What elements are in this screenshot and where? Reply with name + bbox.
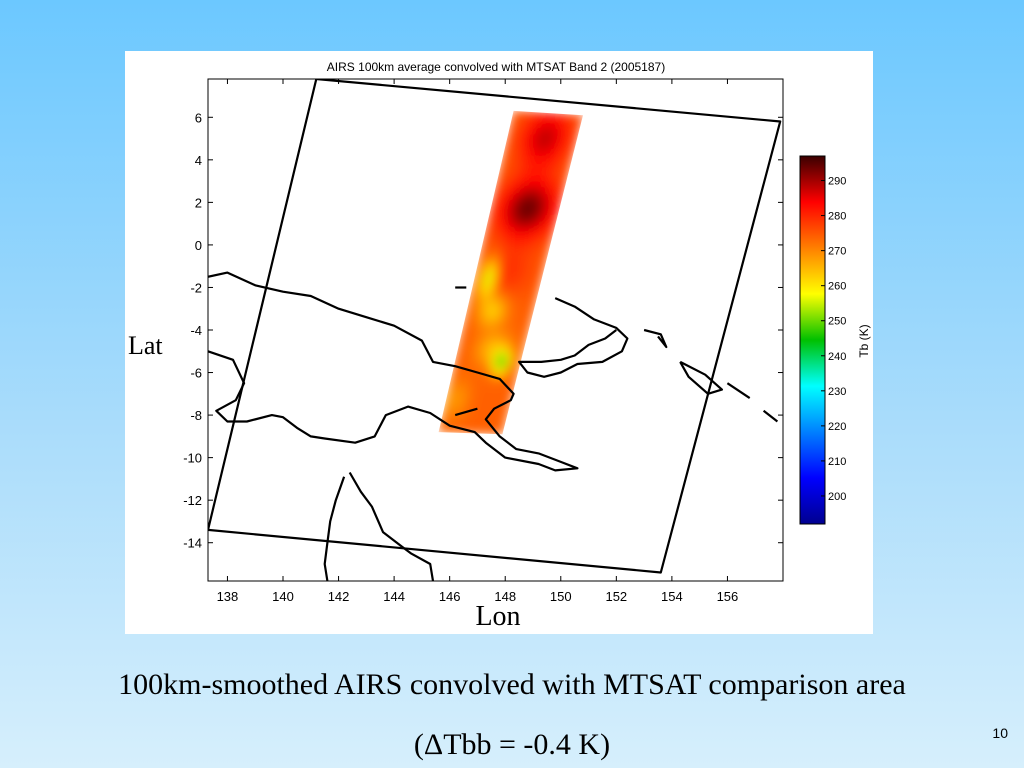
coastline [518, 297, 629, 378]
x-tick-label: 142 [328, 589, 350, 604]
swath-cell [496, 426, 505, 435]
y-tick-label: -12 [183, 493, 202, 508]
coastline [348, 471, 435, 581]
y-tick-label: 6 [195, 110, 202, 125]
colorbar-tick-label: 250 [828, 316, 846, 328]
y-tick-label: 2 [195, 195, 202, 210]
y-tick-label: -2 [190, 280, 202, 295]
coastline [323, 476, 346, 581]
slide-caption: 100km-smoothed AIRS convolved with MTSAT… [118, 668, 906, 701]
colorbar-tick-label: 200 [828, 491, 846, 503]
x-tick-label: 138 [217, 589, 239, 604]
x-tick-label: 156 [717, 589, 739, 604]
y-tick-label: -10 [183, 451, 202, 466]
x-tick-label: 150 [550, 589, 572, 604]
x-tick-label: 148 [494, 589, 516, 604]
colorbar-tick-label: 220 [828, 421, 846, 433]
page-number: 10 [992, 725, 1008, 741]
coastline [208, 271, 579, 472]
heatmap-figure: AIRS 100km average convolved with MTSAT … [128, 60, 871, 632]
coastline [762, 409, 779, 423]
coastline [679, 360, 724, 395]
y-tick-label: -8 [190, 408, 202, 423]
x-tick-label: 144 [383, 589, 405, 604]
colorbar-tick-label: 290 [828, 176, 846, 188]
y-tick-label: 0 [195, 238, 202, 253]
chart-title: AIRS 100km average convolved with MTSAT … [327, 60, 665, 74]
comparison-area-frame [208, 79, 782, 574]
coastline [726, 382, 751, 400]
tb-swath [438, 110, 583, 435]
colorbar-tick-label: 280 [828, 211, 846, 223]
colorbar-label: Tb (K) [857, 324, 871, 357]
colorbar-tick-label: 270 [828, 246, 846, 258]
x-tick-label: 152 [605, 589, 627, 604]
y-tick-label: -4 [190, 323, 202, 338]
x-tick-label: 154 [661, 589, 683, 604]
colorbar-tick-label: 260 [828, 281, 846, 293]
delta-tbb-caption: (ΔTbb = -0.4 K) [413, 728, 611, 761]
x-tick-label: 146 [439, 589, 461, 604]
x-tick-label: 140 [272, 589, 294, 604]
coastline [454, 407, 478, 417]
coastline [643, 328, 668, 349]
figure-panel: AIRS 100km average convolved with MTSAT … [125, 51, 873, 634]
colorbar: 200 210 220 230 240 250 260 270 280 290 Tb (K) [799, 155, 871, 525]
colorbar-tick-label: 210 [828, 456, 846, 468]
x-axis-label: Lon [475, 601, 520, 632]
colorbar-tick-label: 230 [828, 386, 846, 398]
colorbar-tick-label: 240 [828, 351, 846, 363]
colorbar-gradient [799, 155, 826, 525]
y-axis-label: Lat [128, 331, 163, 360]
y-tick-label: -14 [183, 536, 202, 551]
y-tick-label: -6 [190, 366, 202, 381]
y-tick-label: 4 [195, 153, 202, 168]
